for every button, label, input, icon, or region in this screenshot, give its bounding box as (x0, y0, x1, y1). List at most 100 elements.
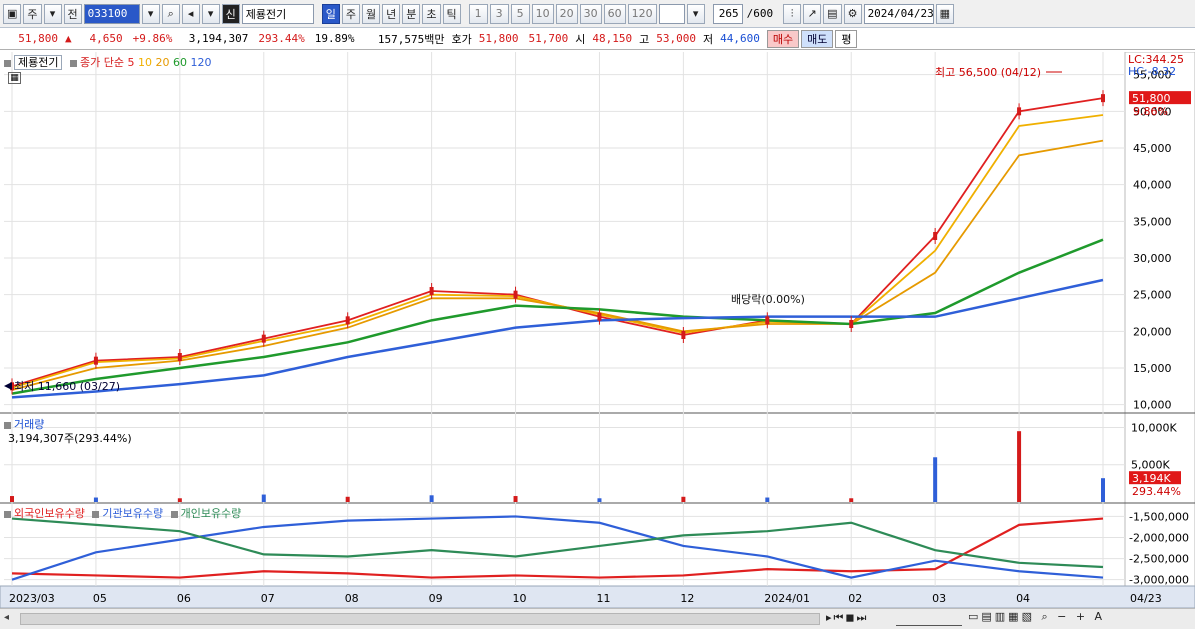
candle-body (681, 331, 686, 339)
legend-individual: 개인보유수량 (180, 507, 242, 520)
dropdown-arrow-icon[interactable]: ▾ (43, 3, 62, 24)
holdings-line-1 (11, 515, 1104, 581)
candle-style-icon[interactable]: ⫶ (783, 3, 802, 24)
sound-dropdown-icon[interactable]: ▾ (201, 3, 220, 24)
candle-body (849, 320, 854, 328)
custom-interval-dropdown-icon[interactable]: ▾ (686, 3, 705, 24)
interval-year[interactable]: 년 (382, 3, 401, 24)
candle-body (345, 316, 350, 325)
x-axis-label: 07 (261, 592, 275, 605)
sound-icon[interactable]: ◂ (181, 3, 200, 24)
candle-body (765, 316, 770, 325)
x-axis-band (0, 585, 1195, 608)
draw-tool-icon[interactable]: ↗ (803, 3, 822, 24)
chart-menu-icon[interactable]: ▣ (3, 3, 22, 24)
period-jump-select[interactable]: 주 (23, 3, 42, 24)
legend-stock-name: 제룡전기 (14, 55, 63, 70)
settings-icon[interactable]: ⚙ (843, 3, 862, 24)
up-arrow-icon: ▲ (65, 32, 72, 45)
price-tick-label: 40,000 (1133, 179, 1172, 192)
volume-pct-tag: 293.44% (1132, 485, 1181, 498)
save-icon[interactable]: ▤ (823, 3, 842, 24)
minute-3[interactable]: 3 (489, 3, 509, 24)
chart-background (0, 52, 1195, 608)
bid-price: 51,700 (528, 32, 569, 45)
volume-bar (681, 496, 686, 502)
code-dropdown-icon[interactable]: ▾ (141, 3, 160, 24)
stock-code-input[interactable]: 033100 (83, 3, 140, 24)
x-axis-label: 08 (345, 592, 359, 605)
ma-60-line (11, 238, 1104, 395)
grid-toggle-icon[interactable]: ▦ (8, 72, 21, 84)
x-axis-label: 02 (848, 592, 862, 605)
average-button[interactable]: 평 (835, 29, 858, 48)
legend-ma-title: 종가 단순 (79, 56, 124, 69)
ma-20-line (11, 139, 1104, 391)
playback-controls[interactable]: ▸⏮◼⏭ (826, 611, 869, 624)
last-pct-tag: 9.86% (1133, 105, 1168, 118)
x-axis-label: 2023/03 (9, 592, 55, 605)
low-price: 44,600 (720, 32, 760, 45)
volume-bar (93, 497, 98, 502)
x-axis-label: 04/23 (1130, 592, 1162, 605)
candle-body (933, 232, 938, 240)
current-price: 51,800 (18, 32, 58, 45)
minute-60[interactable]: 60 (603, 3, 626, 24)
chart-toolbar: ▣ 주 ▾ 전 033100 ▾ ⌕ ◂ ▾ 신 제룡전기 일 주 월 년 분 … (0, 0, 1195, 28)
candle-body (93, 356, 98, 365)
date-input[interactable]: 2024/04/23 (863, 3, 934, 24)
interval-minute[interactable]: 분 (402, 3, 421, 24)
volume-bar (261, 494, 266, 502)
legend-foreign: 외국인보유수량 (14, 507, 85, 520)
buy-button[interactable]: 매수 (766, 29, 800, 48)
interval-month[interactable]: 월 (362, 3, 381, 24)
volume-ratio: 293.44% (258, 32, 305, 45)
volume-bar (513, 496, 518, 502)
minute-20[interactable]: 20 (555, 3, 578, 24)
minute-30[interactable]: 30 (579, 3, 602, 24)
legend-ma-10: 10 (137, 56, 152, 69)
volume-bar (849, 498, 854, 502)
volume-title: 거래량 (14, 418, 45, 431)
sell-button[interactable]: 매도 (801, 29, 834, 48)
price-change: 4,650 (89, 32, 123, 45)
high-price: 53,000 (656, 32, 696, 45)
candle-body (1017, 107, 1022, 116)
zoom-slider[interactable] (896, 611, 962, 626)
price-tick-label: 15,000 (1133, 362, 1172, 375)
minute-120[interactable]: 120 (627, 3, 657, 24)
low-annotation: 최저 11,660 (03/27) (14, 380, 120, 393)
interval-second[interactable]: 초 (422, 3, 441, 24)
scroll-left-icon[interactable]: ◂ (4, 612, 10, 623)
minute-1[interactable]: 1 (468, 3, 488, 24)
price-tick-label: 35,000 (1133, 215, 1172, 228)
scroll-track[interactable] (20, 613, 820, 625)
interval-week[interactable]: 주 (341, 3, 361, 24)
ask-price: 51,800 (478, 32, 519, 45)
x-axis-label: 11 (596, 592, 610, 605)
minute-5[interactable]: 5 (510, 3, 530, 24)
quote-bar: 51,800 ▲ 4,650 +9.86% 3,194,307 293.44% … (0, 28, 1195, 50)
y-axis-area (1124, 52, 1195, 608)
bar-count-input[interactable]: 265 (712, 3, 743, 24)
prev-button[interactable]: 전 (63, 3, 82, 24)
low-label: 저 (702, 32, 714, 46)
interval-tick[interactable]: 틱 (442, 3, 461, 24)
minute-10[interactable]: 10 (531, 3, 554, 24)
search-icon[interactable]: ⌕ (161, 3, 180, 24)
chart-scrollbar[interactable]: ◂ ▸⏮◼⏭ ▭▤▥▦▧ ⌕ − + A (0, 608, 1195, 629)
legend-square-icon (170, 510, 178, 518)
custom-interval-input[interactable] (658, 3, 685, 24)
holdings-tick-label: -1,500,000 (1129, 510, 1189, 523)
hc-label: HC:-8.32 (1128, 65, 1176, 78)
stock-chart[interactable]: 2023/03 05 06 07 08 09 10 11 12 2024/01 02 03 04 04/2… (0, 52, 1195, 608)
volume-tag-box (1129, 471, 1181, 485)
view-tool-icons[interactable]: ▭▤▥▦▧ ⌕ − + A (968, 610, 1106, 623)
candle-body (513, 290, 518, 299)
price-tick-label: 25,000 (1133, 289, 1172, 302)
calendar-icon[interactable]: ▦ (935, 3, 954, 24)
legend-ma-60: 60 (172, 56, 187, 69)
interval-day[interactable]: 일 (321, 3, 340, 24)
candle-body (177, 353, 182, 361)
stock-name-field[interactable]: 제룡전기 (241, 3, 314, 24)
